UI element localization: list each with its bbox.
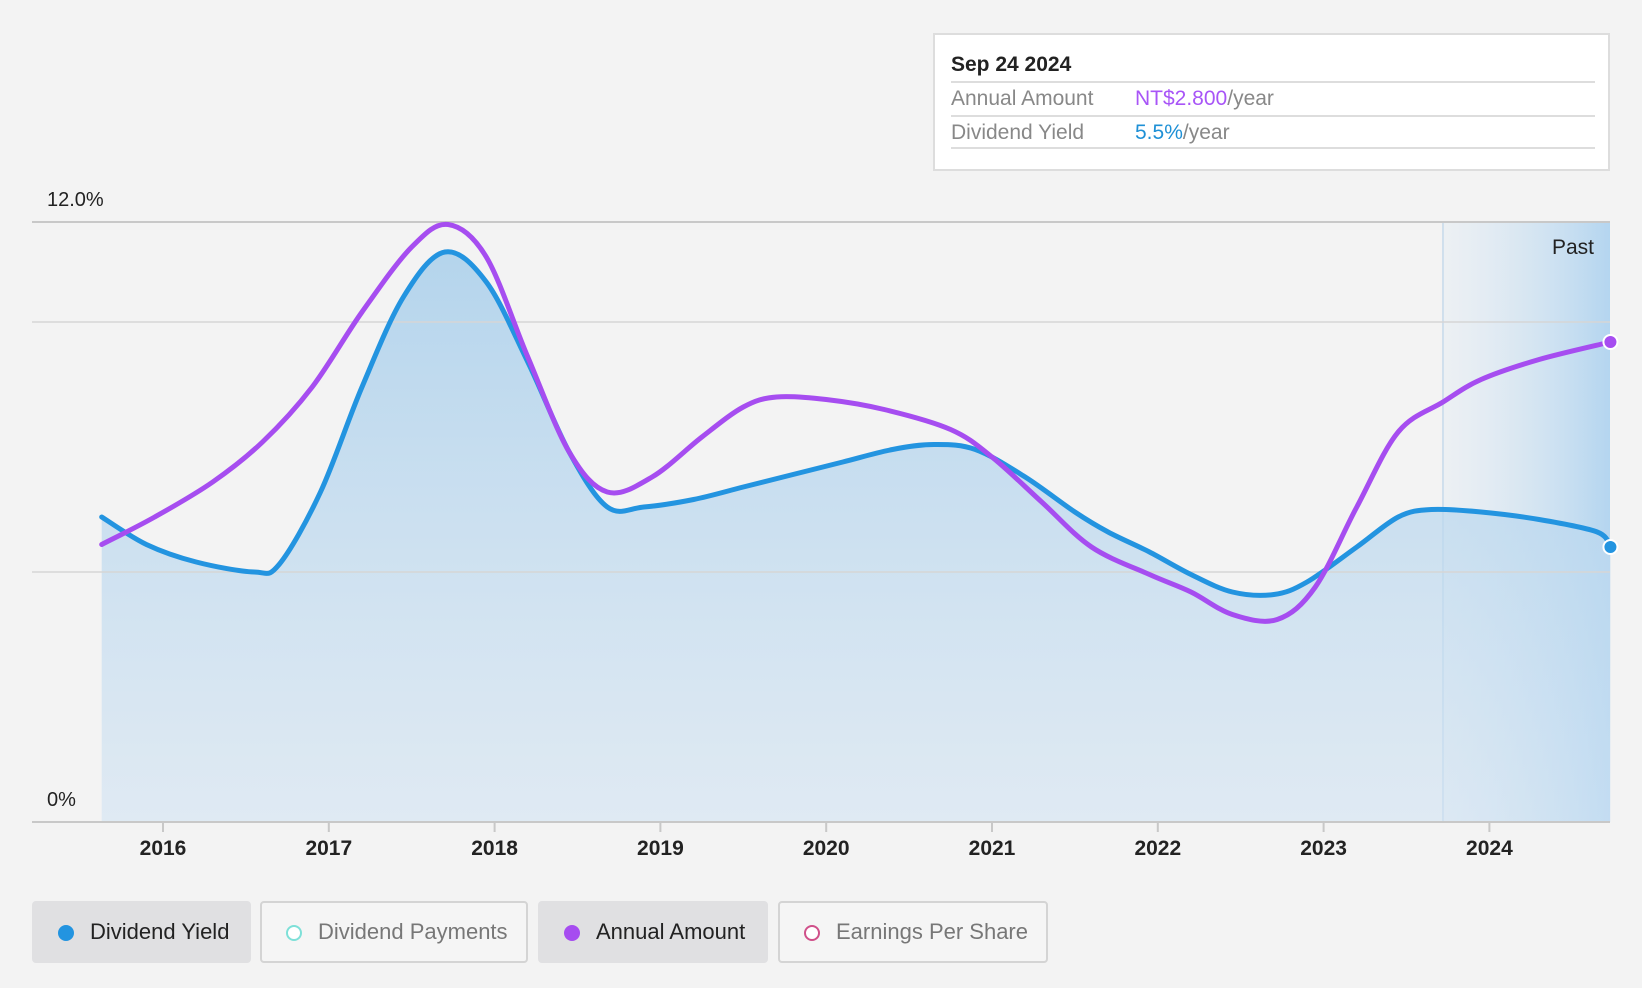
dividend-yield-area — [101, 251, 1611, 822]
tooltip-dividend-yield-label: Dividend Yield — [951, 121, 1085, 144]
tooltip-annual-amount-unit: /year — [1227, 87, 1274, 110]
legend-label: Earnings Per Share — [836, 919, 1028, 944]
x-axis-tick-label: 2023 — [1300, 837, 1347, 860]
legend-annual-amount-button[interactable]: Annual Amount — [538, 901, 768, 963]
filled-dot-icon — [58, 925, 74, 941]
hollow-dot-icon — [286, 925, 302, 941]
x-axis-tick-label: 2018 — [471, 837, 518, 860]
filled-dot-icon — [564, 925, 580, 941]
past-label: Past — [1552, 236, 1594, 259]
legend-dividend-yield-button[interactable]: Dividend Yield — [32, 901, 251, 963]
annual-amount-line — [99, 221, 1613, 624]
x-axis-tick-label: 2022 — [1134, 837, 1181, 860]
y-axis-min-label: 0% — [47, 789, 76, 811]
hollow-dot-icon — [804, 925, 820, 941]
tooltip: Sep 24 2024 Annual Amount NT$2.800/year … — [933, 33, 1610, 171]
tooltip-row-dividend-yield: Dividend Yield 5.5%/year — [951, 115, 1595, 149]
tooltip-dividend-yield-unit: /year — [1182, 121, 1230, 144]
dividend-yield-line — [99, 249, 1613, 598]
legend-label: Dividend Payments — [318, 919, 508, 944]
tooltip-annual-amount-value: NT$2.800 — [1135, 87, 1228, 110]
legend-earnings-per-share-button[interactable]: Earnings Per Share — [778, 901, 1048, 963]
legend-dividend-payments-button[interactable]: Dividend Payments — [260, 901, 528, 963]
dividend-chart: Past 12.0% 0% 2016 2017 2018 2019 2020 2021 2022… — [32, 189, 1619, 860]
dividend-yield-end-marker — [1602, 539, 1619, 555]
y-axis-max-label: 12.0% — [47, 189, 104, 211]
annual-amount-end-marker — [1602, 334, 1619, 350]
tooltip-date: Sep 24 2024 — [951, 53, 1072, 76]
tooltip-dividend-yield-value: 5.5% — [1135, 121, 1183, 144]
legend-label: Dividend Yield — [90, 919, 230, 944]
legend-label: Annual Amount — [596, 919, 746, 944]
x-axis-tick-label: 2017 — [305, 837, 352, 860]
x-axis-tick-label: 2021 — [969, 837, 1016, 860]
x-axis-tick-label: 2024 — [1466, 837, 1513, 860]
x-axis-tick-label: 2020 — [803, 837, 850, 860]
x-axis-tick-label: 2019 — [637, 837, 684, 860]
tooltip-row-annual-amount: Annual Amount NT$2.800/year — [951, 81, 1595, 115]
tooltip-annual-amount-label: Annual Amount — [951, 87, 1094, 110]
x-axis-tick-label: 2016 — [140, 837, 187, 860]
